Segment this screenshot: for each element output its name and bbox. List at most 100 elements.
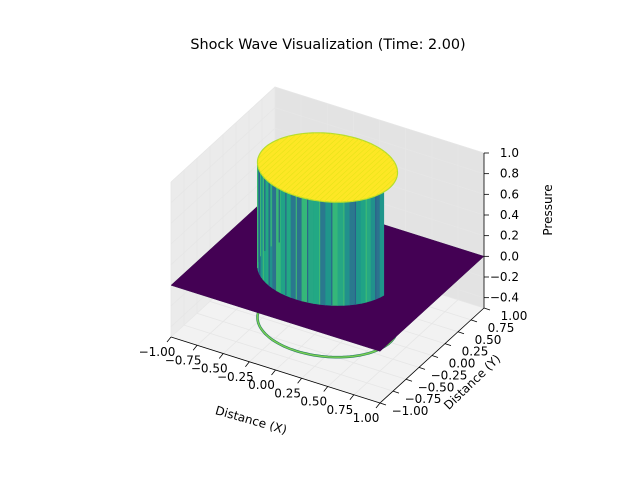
x-tick-label-3: −0.25 bbox=[217, 370, 254, 384]
wall-facet-63 bbox=[349, 200, 356, 306]
chart-title: Shock Wave Visualization (Time: 2.00) bbox=[190, 37, 465, 53]
cap-mesh-line bbox=[358, 166, 397, 201]
y-tick-3 bbox=[418, 366, 426, 370]
wall-facet-61 bbox=[337, 201, 345, 306]
cap-mesh-line bbox=[291, 137, 355, 195]
cap-mesh-line bbox=[318, 147, 379, 202]
x-tick-6 bbox=[323, 386, 329, 392]
x-tick-label-6: 0.50 bbox=[300, 395, 327, 409]
cap-mesh-line bbox=[257, 138, 281, 160]
cap-mesh-line bbox=[257, 135, 289, 165]
x-tick-label-5: 0.25 bbox=[274, 386, 301, 400]
wall-facet-68 bbox=[375, 193, 381, 300]
cap-mesh-line bbox=[258, 134, 297, 169]
cap-mesh-line bbox=[260, 133, 303, 173]
wall-facet-58 bbox=[319, 200, 327, 306]
x-tick-1 bbox=[192, 345, 198, 351]
cap-mesh-line bbox=[304, 141, 367, 199]
wall-facet-62 bbox=[343, 201, 351, 306]
cap-mesh-line bbox=[313, 145, 375, 201]
y-gridline-1 bbox=[183, 170, 394, 392]
z-gridline-5 bbox=[170, 127, 485, 224]
wall-facet-52 bbox=[285, 191, 292, 298]
wall-facet-69 bbox=[379, 191, 385, 298]
z-axis-label: Pressure bbox=[541, 184, 555, 235]
wall-facet-51 bbox=[280, 189, 287, 296]
cap-mesh-line bbox=[334, 153, 388, 203]
cap-mesh-line bbox=[300, 140, 364, 198]
tick-labels: −1.00−0.75−0.50−0.250.000.250.500.751.00… bbox=[139, 146, 528, 425]
wall-facet-53 bbox=[290, 193, 297, 300]
cap-mesh-line bbox=[288, 136, 351, 194]
cap-mesh-line bbox=[284, 135, 346, 192]
y-tick-label-7: 0.75 bbox=[488, 321, 515, 335]
y-tick-2 bbox=[405, 378, 413, 382]
y-tick-label-3: −0.25 bbox=[431, 368, 468, 382]
x-tick-label-8: 1.00 bbox=[353, 411, 380, 425]
cap-mesh-line bbox=[262, 132, 310, 176]
cap-mesh-line bbox=[280, 134, 342, 190]
x-tick-4 bbox=[271, 369, 276, 376]
y-tick-label-0: −1.00 bbox=[392, 404, 429, 418]
x-tick-label-1: −0.75 bbox=[165, 353, 202, 367]
wall-facet-49 bbox=[272, 184, 278, 292]
wall-facet-54 bbox=[295, 195, 303, 302]
wall-facet-65 bbox=[360, 198, 367, 304]
x-tick-label-7: 0.75 bbox=[327, 403, 354, 417]
y-tick-label-6: 0.50 bbox=[475, 333, 502, 347]
z-tick-label-6: 0.8 bbox=[500, 167, 519, 181]
cap-mesh-line bbox=[276, 133, 337, 188]
wall-facet-67 bbox=[370, 195, 377, 302]
cap-mesh-line bbox=[352, 162, 395, 202]
y-tick-5 bbox=[444, 343, 452, 347]
x-tick-0 bbox=[166, 336, 172, 343]
y-tick-7 bbox=[470, 319, 478, 323]
x-tick-7 bbox=[349, 394, 355, 400]
y-tick-6 bbox=[457, 331, 465, 335]
cap-mesh-line bbox=[366, 170, 398, 200]
wall-facet-56 bbox=[307, 198, 314, 304]
tick-marks bbox=[166, 152, 491, 409]
cap-mesh-line bbox=[267, 132, 321, 182]
cap-mesh-line bbox=[339, 156, 391, 203]
wall-facet-59 bbox=[325, 201, 333, 306]
y-gridline-3 bbox=[209, 146, 420, 368]
cap-mesh-line bbox=[264, 132, 316, 179]
cap-mesh-line bbox=[296, 138, 359, 197]
x-tick-5 bbox=[297, 378, 302, 384]
wall-facet-66 bbox=[365, 197, 372, 303]
y-tick-4 bbox=[431, 355, 439, 358]
z-gridline-6 bbox=[170, 107, 485, 203]
z-gridline-7 bbox=[170, 86, 485, 183]
z-tick-label-4: 0.4 bbox=[500, 208, 519, 222]
cap-mesh-line bbox=[273, 133, 332, 186]
cap-mesh-line bbox=[270, 132, 327, 184]
x-axis-label: Distance (X) bbox=[214, 403, 289, 437]
y-tick-label-1: −0.75 bbox=[405, 392, 442, 406]
x-tick-2 bbox=[218, 353, 224, 359]
pressure-surface bbox=[170, 132, 485, 352]
z-tick-label-3: 0.2 bbox=[500, 229, 519, 243]
y-tick-label-8: 1.00 bbox=[501, 309, 528, 323]
y-tick-1 bbox=[392, 390, 400, 394]
z-tick-label-2: 0.0 bbox=[500, 249, 519, 263]
cap-mesh-line bbox=[374, 175, 398, 197]
x-tick-3 bbox=[245, 361, 250, 367]
x-tick-8 bbox=[375, 402, 381, 409]
cap-mesh-line bbox=[328, 151, 385, 203]
z-tick-label-7: 1.0 bbox=[500, 146, 519, 160]
y-tick-label-4: 0.00 bbox=[449, 357, 476, 371]
y-tick-label-2: −0.50 bbox=[418, 380, 455, 394]
wall-facet-55 bbox=[301, 197, 309, 303]
cap-mesh-line bbox=[323, 149, 382, 202]
y-tick-label-5: 0.25 bbox=[462, 345, 489, 359]
top-cap-mesh bbox=[257, 132, 398, 203]
cap-mesh-line bbox=[345, 159, 393, 203]
z-tick-label-1: −0.2 bbox=[490, 270, 519, 284]
x-tick-label-0: −1.00 bbox=[139, 345, 176, 359]
wall-facet-57 bbox=[313, 199, 320, 305]
cap-mesh-line bbox=[309, 143, 371, 200]
y-tick-0 bbox=[379, 402, 387, 406]
wall-facet-60 bbox=[331, 201, 339, 306]
